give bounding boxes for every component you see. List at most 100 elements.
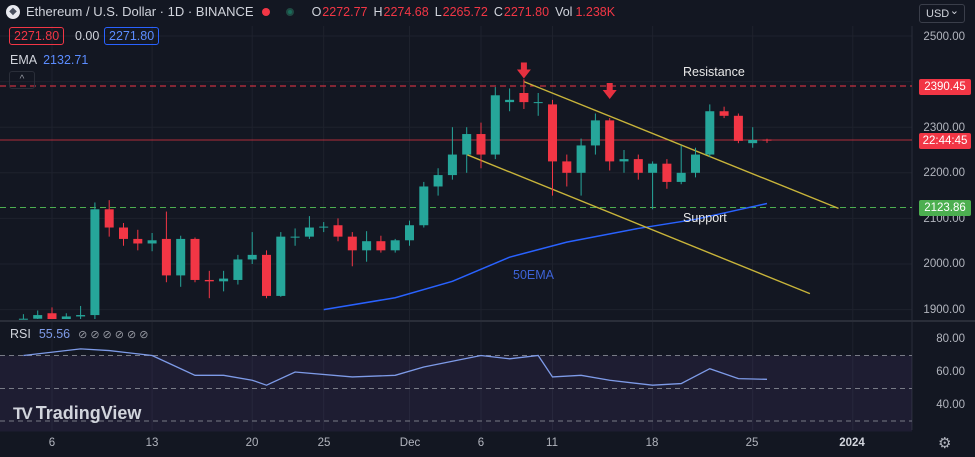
candle-body	[18, 318, 28, 320]
market-closed-dot-icon	[261, 7, 270, 16]
x-tick: 6	[48, 437, 56, 449]
x-tick: 25	[317, 437, 331, 449]
rsi-tick: 60.00	[936, 366, 965, 378]
candle-body	[590, 120, 600, 146]
down-arrow-icon	[602, 90, 617, 99]
candle-body	[376, 241, 386, 251]
tradingview-wordmark: TradingView	[35, 403, 142, 423]
currency-select[interactable]: USD	[919, 2, 965, 23]
close-value: 2271.80	[503, 4, 550, 19]
candle-body	[548, 104, 557, 162]
settings-gear-icon[interactable]: ⚙	[938, 435, 952, 452]
candle-body	[276, 236, 286, 296]
sell-button[interactable]: 2271.80	[9, 27, 65, 45]
rsi-tick: 40.00	[936, 399, 965, 411]
y-tick: 2500.00	[923, 31, 965, 43]
ema-label: EMA	[10, 53, 38, 67]
candle-body	[176, 238, 186, 276]
y-tick: 2000.00	[923, 258, 965, 270]
candle-body	[419, 186, 429, 226]
spread-value: 0.00	[75, 29, 100, 43]
ema-value: 2132.71	[43, 53, 89, 67]
candle-body	[519, 93, 529, 103]
arrows	[516, 62, 617, 99]
candle-body	[733, 115, 743, 141]
candle-body	[633, 159, 643, 173]
candle-body	[119, 227, 128, 239]
buy-button[interactable]: 2271.80	[104, 27, 160, 45]
candle-body	[262, 254, 271, 296]
x-tick: Dec	[399, 437, 421, 449]
resistance-price-label: 2390.45	[919, 79, 971, 95]
x-tick: 6	[477, 437, 485, 449]
candle-body	[605, 120, 615, 162]
candle-body	[662, 163, 672, 182]
candle-body	[390, 240, 400, 251]
ema-annotation: 50EMA	[513, 268, 554, 282]
candle-body	[447, 154, 457, 176]
candle-body	[619, 159, 629, 162]
candle-body	[562, 161, 572, 173]
ema-legend[interactable]: EMA 2132.71	[10, 53, 88, 67]
ban-icon: ⊘⊘⊘⊘⊘⊘	[78, 328, 152, 341]
y-tick: 1900.00	[923, 304, 965, 316]
tradingview-logo: TV TradingView	[13, 403, 141, 424]
rsi-tick: 80.00	[936, 333, 965, 345]
rsi-label: RSI	[10, 327, 31, 341]
candle-body	[405, 225, 414, 241]
tradingview-icon: TV	[13, 403, 33, 423]
candle-body	[76, 315, 86, 317]
rsi-band-fill	[0, 355, 912, 432]
candle-body	[33, 315, 43, 319]
candle-body	[719, 111, 729, 116]
symbol-header[interactable]: ◆ Ethereum / U.S. Dollar · 1D · BINANCE …	[6, 4, 621, 19]
candle-body	[362, 241, 372, 251]
ethereum-icon: ◆	[6, 4, 20, 19]
ema-line	[323, 202, 768, 311]
symbol-title: Ethereum / U.S. Dollar · 1D · BINANCE	[26, 4, 254, 19]
candle-body	[161, 238, 171, 276]
candle-body	[47, 313, 57, 319]
rsi-series-line	[23, 348, 768, 386]
close-label: C	[493, 4, 503, 19]
candle-body	[104, 209, 114, 228]
candles	[18, 79, 772, 320]
candle-body	[61, 316, 71, 319]
candle-body	[462, 134, 472, 155]
candle-body	[533, 102, 543, 104]
candle-body	[133, 238, 143, 244]
candle-body	[476, 134, 486, 155]
level-lines	[0, 85, 912, 209]
support-annotation: Support	[683, 211, 727, 225]
x-tick: 25	[745, 437, 759, 449]
volume-label: Vol	[555, 4, 573, 19]
collapse-legend-button[interactable]: ^	[9, 71, 35, 89]
data-status-dot-icon	[285, 7, 294, 16]
down-arrow-icon	[516, 69, 531, 79]
low-value: 2265.72	[442, 4, 488, 19]
rsi-legend[interactable]: RSI 55.56 ⊘⊘⊘⊘⊘⊘	[10, 327, 151, 341]
candle-body	[505, 99, 515, 103]
candle-body	[233, 259, 243, 280]
candle-body	[319, 226, 329, 228]
ema-50-line	[323, 202, 768, 311]
candle-body	[333, 225, 343, 237]
rsi-band	[0, 355, 912, 432]
high-label: H	[373, 4, 383, 19]
candle-body	[490, 95, 500, 155]
rsi-line	[23, 348, 768, 386]
x-tick: 2024	[839, 437, 865, 449]
volume-value: 1.238K	[575, 4, 616, 19]
candle-body	[691, 154, 700, 173]
trend-line	[466, 153, 811, 295]
x-tick: 11	[546, 437, 558, 449]
candle-body	[247, 254, 257, 260]
candle-body	[304, 227, 314, 237]
y-tick: 2300.00	[923, 122, 965, 134]
candle-body	[204, 279, 214, 282]
candle-body	[762, 139, 772, 141]
y-tick: 2100.00	[923, 213, 965, 225]
low-label: L	[434, 4, 442, 19]
candle-body	[433, 175, 443, 187]
